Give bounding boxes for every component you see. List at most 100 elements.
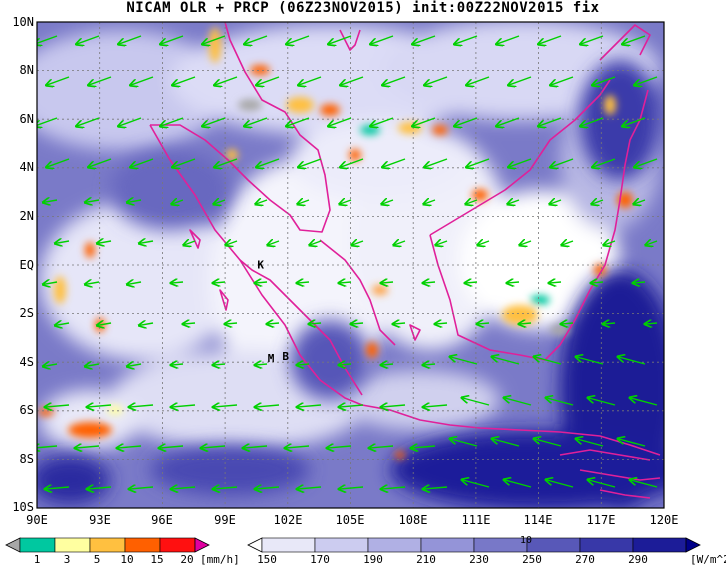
wind-arrow [328, 35, 352, 44]
colorbar-segment [19, 537, 56, 553]
wind-arrow [159, 446, 184, 448]
wind-arrow [171, 364, 184, 365]
wind-arrow [424, 200, 436, 204]
wind-arrow [213, 282, 226, 283]
wind-arrow [297, 405, 322, 407]
vector-reference-label: 10 [520, 535, 533, 546]
wind-arrow [604, 241, 616, 245]
wind-arrow [504, 480, 532, 488]
wind-arrow [286, 35, 310, 44]
wind-arrow [298, 76, 322, 85]
prcp-label: 15 [150, 553, 164, 566]
wind-arrow [139, 241, 154, 243]
map-title: NICAM OLR + PRCP (06Z23NOV2015) init:00Z… [126, 0, 600, 16]
wind-arrow [492, 439, 520, 447]
colorbar-segment [261, 537, 316, 553]
wind-arrow [450, 357, 478, 365]
wind-arrow [297, 282, 310, 283]
wind-arrow [393, 323, 406, 324]
olr-label: 150 [257, 553, 277, 566]
coastlines [149, 22, 661, 499]
wind-arrow [411, 446, 436, 448]
colorbar-segment [314, 537, 369, 553]
wind-arrow [255, 364, 268, 365]
wind-arrow [214, 158, 238, 167]
colorbar-end [247, 537, 263, 553]
prcp-label: 3 [63, 553, 71, 566]
wind-arrow [88, 76, 112, 85]
wind-arrow [381, 405, 406, 407]
wind-arrow [213, 405, 238, 407]
wind-arrow [255, 405, 280, 407]
olr-label: 270 [575, 553, 595, 566]
wind-arrow [550, 158, 574, 167]
wind-arrow [130, 76, 154, 85]
lat-tick: 2S [19, 306, 34, 320]
wind-arrow [423, 282, 436, 283]
wind-arrow [496, 117, 520, 126]
olr-unit: [W/m^2] [690, 553, 726, 566]
wind-arrow [340, 200, 352, 204]
wind-arrow [75, 446, 100, 448]
wind-arrow [129, 405, 154, 407]
wind-arrow [244, 35, 268, 44]
colorbar-segment [632, 537, 687, 553]
wind-arrow [286, 117, 310, 126]
wind-arrow [603, 323, 616, 324]
lat-tick: 2N [19, 209, 34, 223]
wind-arrow [139, 323, 154, 325]
lon-tick: 108E [398, 513, 428, 527]
colorbar-segment [89, 537, 126, 553]
wind-arrow [256, 76, 280, 85]
wind-arrow [546, 398, 574, 406]
wind-arrow [622, 117, 646, 126]
wind-arrow [369, 446, 394, 448]
wind-arrow [339, 282, 352, 283]
lat-tick: 8N [19, 63, 34, 77]
wind-arrow [309, 323, 322, 324]
wind-arrow [538, 117, 562, 126]
map-frame [36, 21, 665, 509]
wind-arrow [592, 158, 616, 167]
wind-arrow [87, 487, 112, 489]
lat-tick: 10N [12, 15, 34, 29]
colorbar-segment [367, 537, 422, 553]
wind-arrow [129, 487, 154, 489]
wind-arrow [339, 364, 352, 365]
wind-arrow [213, 487, 238, 489]
wind-arrow [310, 241, 322, 245]
wind-arrow [43, 282, 58, 284]
wind-arrow [298, 158, 322, 167]
wind-arrow [43, 364, 58, 366]
wind-arrow [118, 35, 142, 44]
lon-tick: 114E [523, 513, 553, 527]
wind-arrow [450, 439, 478, 447]
wind-arrow [76, 35, 100, 44]
wind-arrow [88, 158, 112, 167]
wind-arrow [508, 200, 520, 204]
wind-arrow [55, 241, 70, 243]
wind-arrow [634, 200, 646, 204]
colorbar-segment [124, 537, 161, 553]
wind-arrow [127, 364, 142, 366]
lat-tick: 4N [19, 160, 34, 174]
wind-arrow [267, 323, 280, 324]
wind-arrow [184, 241, 196, 245]
wind-arrow [622, 35, 646, 44]
wind-arrow [226, 241, 238, 245]
wind-arrow [127, 200, 142, 202]
wind-arrow [550, 76, 574, 85]
wind-arrow [588, 480, 616, 488]
wind-arrow [508, 76, 532, 85]
wind-arrow [255, 487, 280, 489]
wind-arrow [214, 200, 226, 204]
wind-arrow [202, 35, 226, 44]
wind-arrow [76, 117, 100, 126]
wind-arrow [576, 357, 604, 365]
wind-arrow [423, 405, 448, 407]
wind-arrow [160, 117, 184, 126]
wind-arrow [382, 76, 406, 85]
wind-arrow [37, 117, 58, 126]
olr-label: 210 [416, 553, 436, 566]
wind-arrow [634, 76, 658, 85]
